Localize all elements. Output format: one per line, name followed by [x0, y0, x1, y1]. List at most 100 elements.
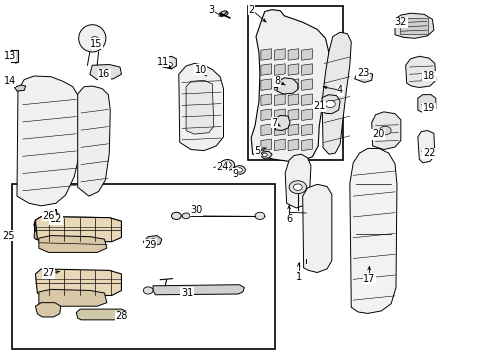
- Polygon shape: [186, 80, 213, 134]
- Polygon shape: [261, 139, 271, 150]
- Text: 11: 11: [156, 57, 168, 67]
- Polygon shape: [322, 95, 340, 114]
- Polygon shape: [394, 13, 433, 39]
- Polygon shape: [301, 109, 312, 121]
- Polygon shape: [220, 11, 228, 16]
- Text: 5: 5: [254, 146, 260, 156]
- Polygon shape: [301, 139, 312, 150]
- Polygon shape: [287, 79, 298, 90]
- Circle shape: [182, 213, 189, 219]
- Polygon shape: [287, 109, 298, 121]
- Polygon shape: [287, 139, 298, 150]
- Text: 32: 32: [394, 17, 406, 27]
- Text: 25: 25: [2, 231, 15, 240]
- Polygon shape: [34, 220, 111, 241]
- Polygon shape: [35, 269, 121, 296]
- Polygon shape: [11, 50, 18, 62]
- Polygon shape: [275, 116, 289, 131]
- Polygon shape: [261, 109, 271, 121]
- Polygon shape: [287, 94, 298, 105]
- Polygon shape: [274, 139, 285, 150]
- Polygon shape: [287, 64, 298, 75]
- Polygon shape: [79, 25, 106, 52]
- Circle shape: [262, 153, 266, 157]
- Circle shape: [255, 212, 264, 220]
- Text: 29: 29: [144, 239, 157, 249]
- Text: 24: 24: [216, 162, 228, 172]
- Polygon shape: [251, 10, 328, 161]
- Text: 3: 3: [208, 5, 214, 15]
- Polygon shape: [302, 184, 331, 273]
- Polygon shape: [417, 95, 435, 113]
- Polygon shape: [274, 109, 285, 121]
- Text: 22: 22: [422, 148, 434, 158]
- Circle shape: [150, 239, 156, 243]
- Circle shape: [288, 181, 306, 194]
- Polygon shape: [405, 56, 435, 87]
- Polygon shape: [322, 32, 350, 154]
- Polygon shape: [179, 63, 223, 150]
- Bar: [247, 6, 342, 160]
- Polygon shape: [274, 94, 285, 105]
- Polygon shape: [274, 124, 285, 135]
- Polygon shape: [301, 94, 312, 105]
- Circle shape: [171, 212, 181, 220]
- Text: 26: 26: [42, 211, 55, 221]
- Polygon shape: [301, 79, 312, 90]
- Text: 17: 17: [362, 274, 375, 284]
- Polygon shape: [301, 124, 312, 135]
- Text: 12: 12: [50, 215, 62, 224]
- Text: 10: 10: [194, 64, 206, 75]
- Polygon shape: [371, 112, 400, 149]
- Circle shape: [166, 62, 172, 67]
- Polygon shape: [34, 217, 121, 229]
- Polygon shape: [39, 235, 107, 252]
- Text: 7: 7: [271, 118, 277, 128]
- Circle shape: [236, 168, 242, 172]
- Text: 13: 13: [3, 51, 16, 61]
- Text: 19: 19: [422, 103, 434, 113]
- Polygon shape: [261, 124, 271, 135]
- Polygon shape: [274, 79, 285, 90]
- Polygon shape: [349, 148, 396, 314]
- Text: 28: 28: [115, 311, 127, 321]
- Text: 8: 8: [274, 76, 281, 86]
- Polygon shape: [274, 64, 285, 75]
- Polygon shape: [285, 154, 310, 208]
- Circle shape: [379, 126, 390, 135]
- Circle shape: [91, 37, 99, 42]
- Circle shape: [223, 162, 231, 168]
- Text: 6: 6: [285, 215, 291, 224]
- Polygon shape: [39, 289, 107, 306]
- Polygon shape: [260, 151, 271, 158]
- Polygon shape: [90, 64, 121, 80]
- Bar: [399, 18, 427, 34]
- Text: 16: 16: [98, 69, 110, 79]
- Polygon shape: [261, 94, 271, 105]
- Polygon shape: [35, 217, 121, 242]
- Polygon shape: [354, 72, 372, 82]
- Polygon shape: [276, 78, 297, 94]
- Text: 14: 14: [3, 76, 16, 86]
- Polygon shape: [143, 235, 162, 246]
- Text: 4: 4: [336, 85, 343, 95]
- Text: 23: 23: [356, 68, 368, 78]
- Text: 9: 9: [232, 168, 238, 179]
- Text: 31: 31: [181, 288, 193, 298]
- Polygon shape: [301, 64, 312, 75]
- Text: 1: 1: [295, 272, 301, 282]
- Text: 2: 2: [248, 5, 254, 15]
- Polygon shape: [17, 76, 81, 206]
- Polygon shape: [274, 49, 285, 60]
- Polygon shape: [261, 79, 271, 90]
- Circle shape: [220, 159, 234, 170]
- Polygon shape: [15, 85, 26, 91]
- Polygon shape: [417, 131, 434, 163]
- Polygon shape: [35, 303, 61, 317]
- Polygon shape: [287, 49, 298, 60]
- Bar: [12, 184, 274, 348]
- Polygon shape: [287, 124, 298, 135]
- Text: 30: 30: [190, 206, 203, 216]
- Polygon shape: [261, 49, 271, 60]
- Polygon shape: [163, 56, 176, 69]
